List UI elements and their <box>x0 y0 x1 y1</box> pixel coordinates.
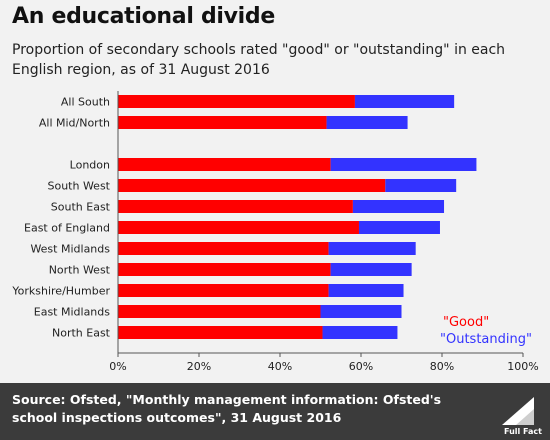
bar-good <box>118 263 331 276</box>
footer: Source: Ofsted, "Monthly management info… <box>0 383 550 440</box>
x-tick-label: 40% <box>268 360 292 373</box>
legend-good: "Good" <box>443 315 489 330</box>
bar-good <box>118 179 386 192</box>
bar-outstanding <box>385 179 457 192</box>
bar-outstanding <box>320 305 402 318</box>
full-fact-logo-icon <box>502 397 534 425</box>
category-label: North West <box>49 264 111 277</box>
bar-good <box>118 305 321 318</box>
x-tick-label: 60% <box>349 360 373 373</box>
x-tick-label: 20% <box>187 360 211 373</box>
category-label: West Midlands <box>30 243 110 256</box>
category-label: North East <box>52 327 111 340</box>
bar-outstanding <box>326 116 408 129</box>
x-tick-label: 100% <box>507 360 538 373</box>
category-label: Yorkshire/Humber <box>11 285 110 298</box>
source-note: Source: Ofsted, "Monthly management info… <box>12 391 482 427</box>
source-lead: Source: <box>12 392 66 407</box>
category-label: East of England <box>24 222 110 235</box>
bar-outstanding <box>322 326 398 339</box>
chart-title: An educational divide <box>12 4 275 29</box>
bar-outstanding <box>330 263 412 276</box>
source-text: Ofsted, "Monthly management information:… <box>12 392 442 425</box>
bar-outstanding <box>352 200 445 213</box>
bar-outstanding <box>328 284 404 297</box>
x-tick-label: 80% <box>430 360 454 373</box>
category-label: South East <box>51 201 111 214</box>
category-label: London <box>70 159 110 172</box>
category-label: All Mid/North <box>39 117 110 130</box>
category-label: East Midlands <box>34 306 111 319</box>
bar-good <box>118 95 355 108</box>
chart-subtitle: Proportion of secondary schools rated "g… <box>12 42 506 78</box>
bar-good <box>118 200 353 213</box>
bar-good <box>118 116 327 129</box>
bar-good <box>118 284 329 297</box>
bar-outstanding <box>354 95 455 108</box>
bar-good <box>118 221 359 234</box>
stacked-bar-chart: All South All Mid/North London South West So… <box>11 91 539 373</box>
bar-outstanding <box>328 242 416 255</box>
x-tick-label: 0% <box>109 360 126 373</box>
bar-good <box>118 158 331 171</box>
category-label: All South <box>61 96 110 109</box>
bar-outstanding <box>330 158 477 171</box>
legend-outstanding: "Outstanding" <box>440 332 532 347</box>
bar-good <box>118 242 329 255</box>
bar-good <box>118 326 323 339</box>
bar-outstanding <box>358 221 440 234</box>
logo-text: Full Fact <box>504 427 542 436</box>
category-label: South West <box>47 180 110 193</box>
